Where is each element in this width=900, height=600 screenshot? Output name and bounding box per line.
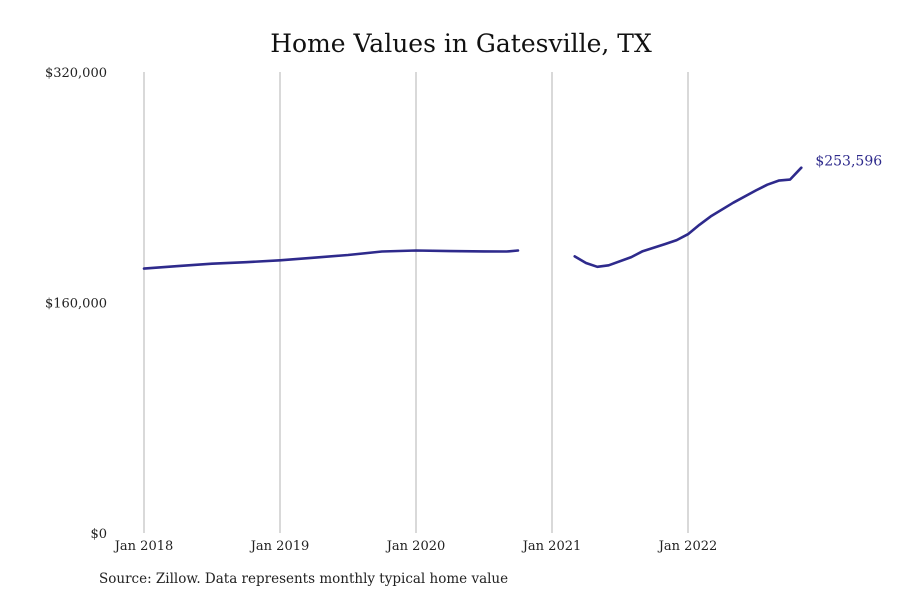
- x-tick-label: Jan 2018: [113, 539, 174, 554]
- source-note: Source: Zillow. Data represents monthly …: [99, 571, 509, 587]
- x-tick-label: Jan 2020: [385, 539, 446, 554]
- vertical-gridlines: [143, 72, 689, 533]
- series-lines: [142, 166, 803, 270]
- y-tick-label: $160,000: [45, 297, 107, 312]
- end-value-label: $253,596: [815, 154, 882, 170]
- x-tick-label: Jan 2021: [521, 539, 582, 554]
- y-tick-label: $320,000: [45, 66, 107, 81]
- x-tick-label: Jan 2019: [249, 539, 310, 554]
- y-axis-ticks: $0 $160,000 $320,000: [45, 66, 107, 542]
- series-line: [142, 249, 520, 270]
- x-axis-ticks: Jan 2018 Jan 2019 Jan 2020 Jan 2021 Jan 2022: [113, 539, 718, 554]
- series-line: [573, 166, 803, 269]
- chart-title: Home Values in Gatesville, TX: [270, 29, 652, 58]
- y-tick-label: $0: [90, 527, 107, 542]
- x-tick-label: Jan 2022: [657, 539, 718, 554]
